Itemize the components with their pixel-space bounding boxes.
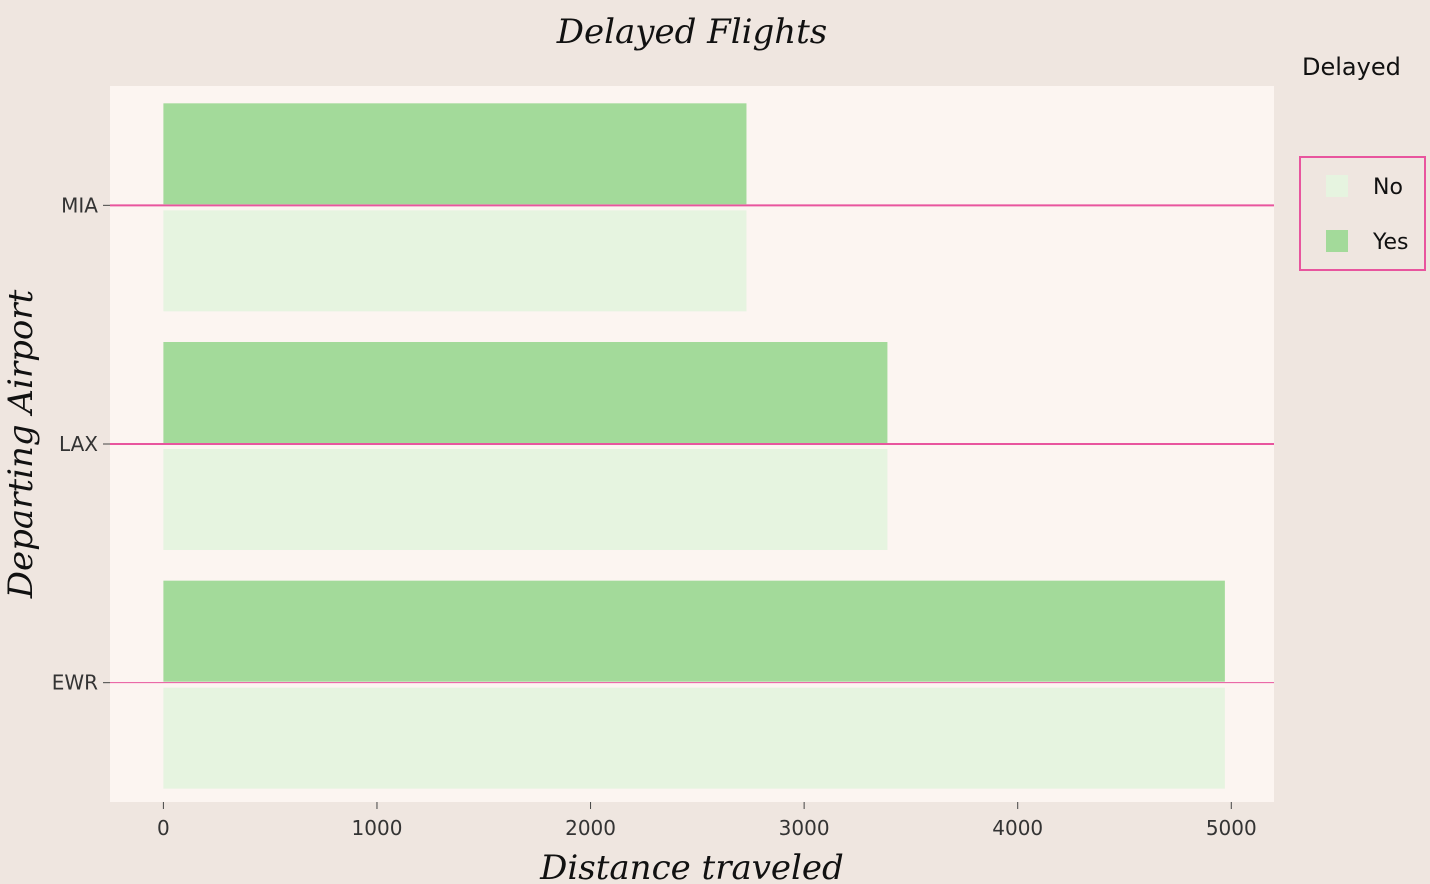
legend-label-no: No (1373, 175, 1403, 200)
x-tick-label-5000: 5000 (1206, 816, 1257, 840)
legend-title: Delayed (1302, 53, 1401, 81)
legend-swatch-yes (1326, 230, 1348, 252)
y-tick-label-mia: MIA (61, 193, 98, 217)
bar-mia-no (163, 210, 747, 312)
x-axis-title: Distance traveled (539, 848, 844, 884)
x-tick-label-2000: 2000 (565, 816, 616, 840)
y-axis-title: Departing Airport (1, 289, 41, 599)
y-axis-ticks: EWR LAX MIA (52, 193, 110, 695)
x-tick-label-3000: 3000 (779, 816, 830, 840)
legend: Delayed No Yes (1299, 53, 1426, 271)
y-tick-label-ewr: EWR (52, 671, 98, 695)
x-tick-label-1000: 1000 (352, 816, 403, 840)
bar-lax-no (163, 449, 888, 550)
y-tick-label-lax: LAX (59, 432, 98, 456)
bar-ewr-yes (163, 580, 1225, 682)
bar-ewr-no (163, 687, 1225, 789)
chart-title: Delayed Flights (556, 12, 828, 52)
gridlines (110, 204, 1274, 684)
x-axis-ticks: 0 1000 2000 3000 4000 5000 (157, 802, 1257, 840)
x-tick-label-4000: 4000 (992, 816, 1043, 840)
legend-items: No Yes (1326, 175, 1409, 255)
bar-lax-yes (163, 342, 888, 443)
bars (163, 103, 1225, 789)
legend-label-yes: Yes (1372, 230, 1409, 255)
x-tick-label-0: 0 (157, 816, 170, 840)
bar-mia-yes (163, 103, 747, 205)
legend-box (1299, 156, 1426, 271)
legend-swatch-no (1326, 175, 1348, 197)
